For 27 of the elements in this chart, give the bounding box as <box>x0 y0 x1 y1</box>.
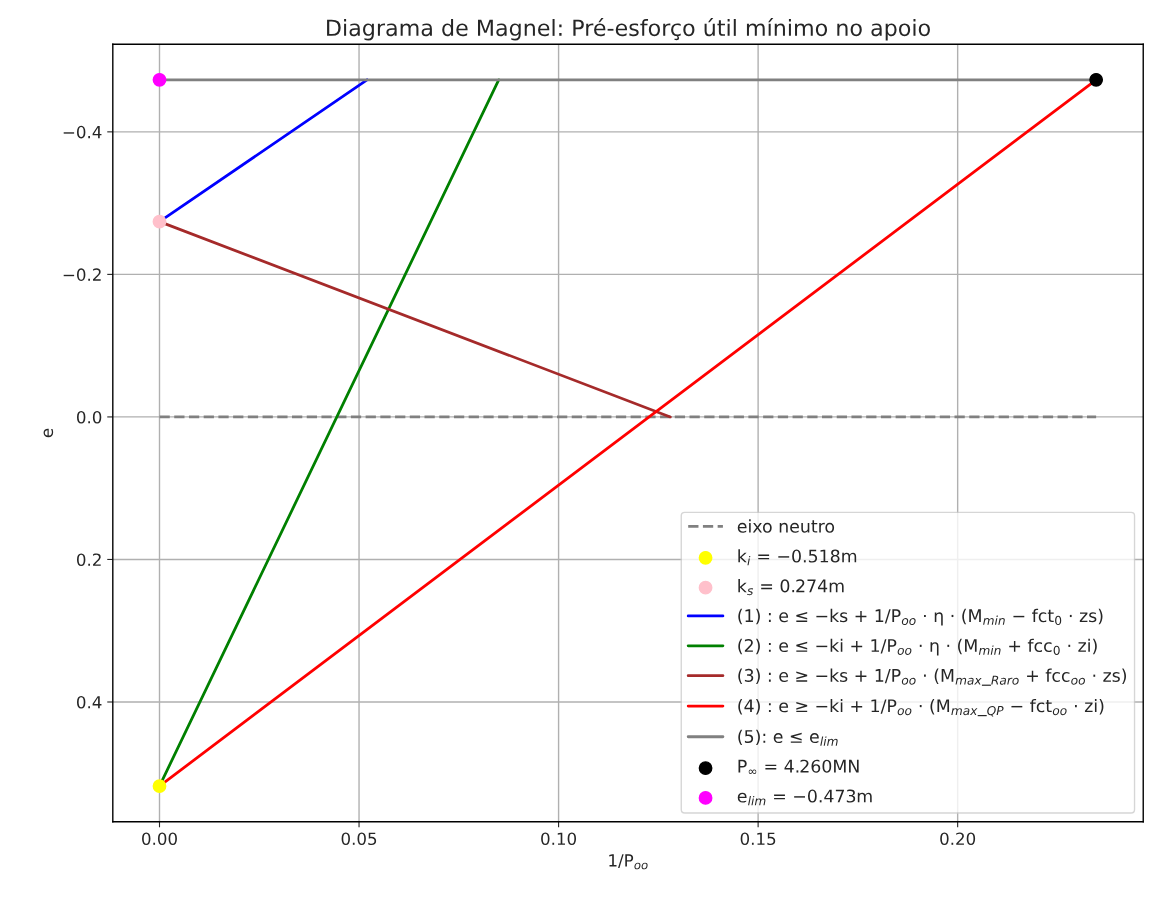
legend-label: eixo neutro <box>737 519 835 533</box>
text: (4) : e ≥ −ki + 1/P$_{oo}$ · (M$_{max}$_$_{QP}$ − fct$_{oo}$ · zi) <box>738 698 1104 717</box>
legend-label: (5): e ≤ e$_{lim}$ <box>738 729 838 746</box>
y-tick-label: −0.4 <box>63 125 102 139</box>
x-tick-label: 0.20 <box>940 832 976 846</box>
text: (3) : e ≥ −ks + 1/P$_{oo}$ · (M$_{max}$_$_{Raro}$ + fcc$_{oo}$ · zs) <box>738 668 1127 686</box>
legend-label: (1) : e ≤ −ks + 1/P$_{oo}$ · η · (M$_{min}$ − fct$_{0}$ · zs) <box>738 608 1103 626</box>
point <box>152 72 167 87</box>
x-tick-label: 0.05 <box>341 832 377 846</box>
point <box>152 214 167 229</box>
y-tick-label: 0.0 <box>76 410 102 424</box>
x-axis-title: 1/P$_{oo}$ <box>609 854 648 870</box>
x-tick-label: 0.10 <box>541 832 577 846</box>
chart-title: Diagrama de Magnel: Pré-esforço útil mínimo no apoio <box>327 18 930 41</box>
point <box>1089 72 1104 87</box>
legend-label: k$_{i}$ = −0.518m <box>738 549 857 566</box>
y-tick-label: −0.2 <box>63 268 101 281</box>
y-axis-title: e <box>43 428 54 438</box>
point <box>152 779 167 793</box>
legend-label: (2) : e ≤ −ki + 1/P$_{oo}$ · η · (M$_{min}$ + fcc$_{0}$ · zi) <box>738 638 1097 656</box>
legend-label: P$_{∞}$ = 4.260MN <box>738 759 859 775</box>
x-tick-label: 0.00 <box>142 832 177 846</box>
legend-label: e$_{lim}$ = −0.473m <box>737 789 872 806</box>
legend-label: k$_{s}$ = 0.274m <box>738 578 844 596</box>
x-tick-label: 0.15 <box>740 832 776 846</box>
y-tick-label: 0.2 <box>76 553 101 567</box>
y-tick-label: 0.4 <box>76 695 102 709</box>
